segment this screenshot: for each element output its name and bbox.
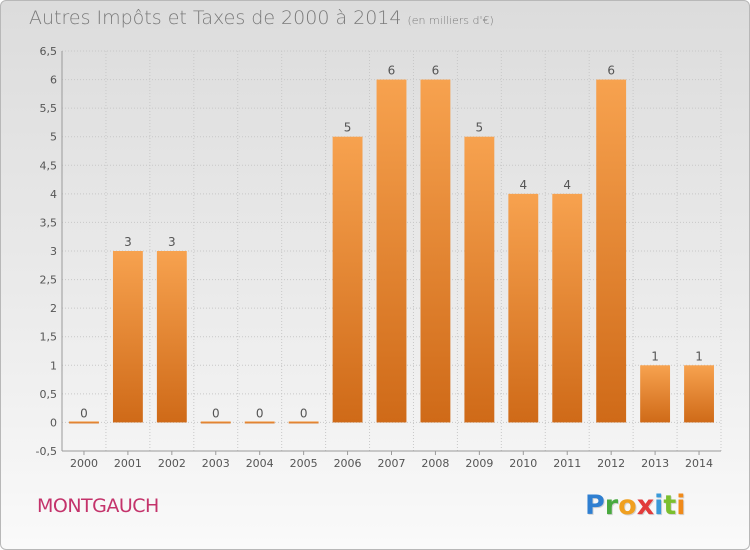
title-text: Autres Impôts et Taxes de 2000 à 2014 [29,7,402,29]
y-tick-label: 5 [50,131,57,144]
x-tick-label: 2004 [246,457,274,470]
axis-layer: -0,5 0 0,5 1 1,5 2 2,5 3 3,5 4 4,5 5 5,5 6 6,5 2000 2001… [36,45,721,470]
y-tick-label: 1,5 [40,331,58,344]
bar-2000 [69,421,99,424]
bar-2006 [332,136,363,423]
commune-name: MONTGAUCH [37,495,159,517]
bar-2010 [508,193,539,423]
data-label-2007: 6 [388,64,396,78]
data-label-2004: 0 [256,406,264,420]
logo-letter: i [676,490,686,521]
x-tick-label: 2010 [509,457,537,470]
bar-2011 [552,193,583,423]
x-tick-label: 2005 [290,457,318,470]
x-tick-label: 2001 [114,457,142,470]
data-label-2005: 0 [300,406,308,420]
y-tick-label: 1 [50,359,57,372]
logo-letter: o [618,490,637,521]
data-label-2009: 5 [476,121,484,135]
x-tick-label: 2012 [597,457,625,470]
bar-2012 [596,79,627,423]
y-tick-label: 6 [50,74,57,87]
logo-letter: r [604,490,619,521]
bar-2009 [464,136,495,423]
bar-2003 [200,421,231,424]
data-label-2006: 5 [344,121,352,135]
x-tick-label: 2000 [70,457,98,470]
x-tick-label: 2013 [641,457,669,470]
bar-2004 [244,421,275,424]
data-label-2013: 1 [651,349,659,363]
y-tick-label: 4 [50,188,57,201]
y-tick-label: 5,5 [40,102,58,115]
label-layer: 0 3 3 0 0 0 5 6 6 5 4 4 6 1 1 [80,64,703,421]
y-tick-label: 3 [50,245,57,258]
x-tick-label: 2007 [378,457,406,470]
data-label-2010: 4 [519,178,527,192]
data-label-2002: 3 [168,235,176,249]
y-tick-label: 4,5 [40,159,58,172]
logo-letter: i [654,490,664,521]
data-label-2000: 0 [80,406,88,420]
y-tick-label: 2,5 [40,274,58,287]
chart-subtitle: (en milliers d'€) [407,14,494,27]
bar-2008 [420,79,451,423]
proxiti-logo: Proxiti [585,490,686,521]
y-tick-label: -0,5 [36,445,57,458]
x-tick-label: 2009 [465,457,493,470]
x-tick-label: 2014 [685,457,713,470]
bar-2014 [684,365,714,423]
y-tick-label: 0 [50,416,57,429]
bar-2002 [156,251,187,423]
data-label-2012: 6 [607,64,615,78]
x-tick-label: 2002 [158,457,186,470]
x-tick-label: 2006 [334,457,362,470]
y-tick-label: 0,5 [40,388,58,401]
bar-2001 [112,251,143,423]
chart-title: Autres Impôts et Taxes de 2000 à 2014 (en… [29,7,494,29]
logo-letter: t [663,490,677,521]
bar-2005 [288,421,319,424]
logo-letter: P [585,490,605,521]
x-tick-label: 2003 [202,457,230,470]
bar-2013 [640,365,671,423]
y-tick-label: 2 [50,302,57,315]
data-label-2008: 6 [432,64,440,78]
bar-2007 [376,79,407,423]
x-tick-label: 2008 [421,457,449,470]
data-label-2001: 3 [124,235,132,249]
y-tick-label: 3,5 [40,216,58,229]
bar-layer [69,79,714,424]
x-tick-label: 2011 [553,457,581,470]
data-label-2003: 0 [212,406,220,420]
y-tick-label: 6,5 [40,45,58,58]
data-label-2014: 1 [695,349,703,363]
logo-letter: x [636,490,655,521]
data-label-2011: 4 [563,178,571,192]
